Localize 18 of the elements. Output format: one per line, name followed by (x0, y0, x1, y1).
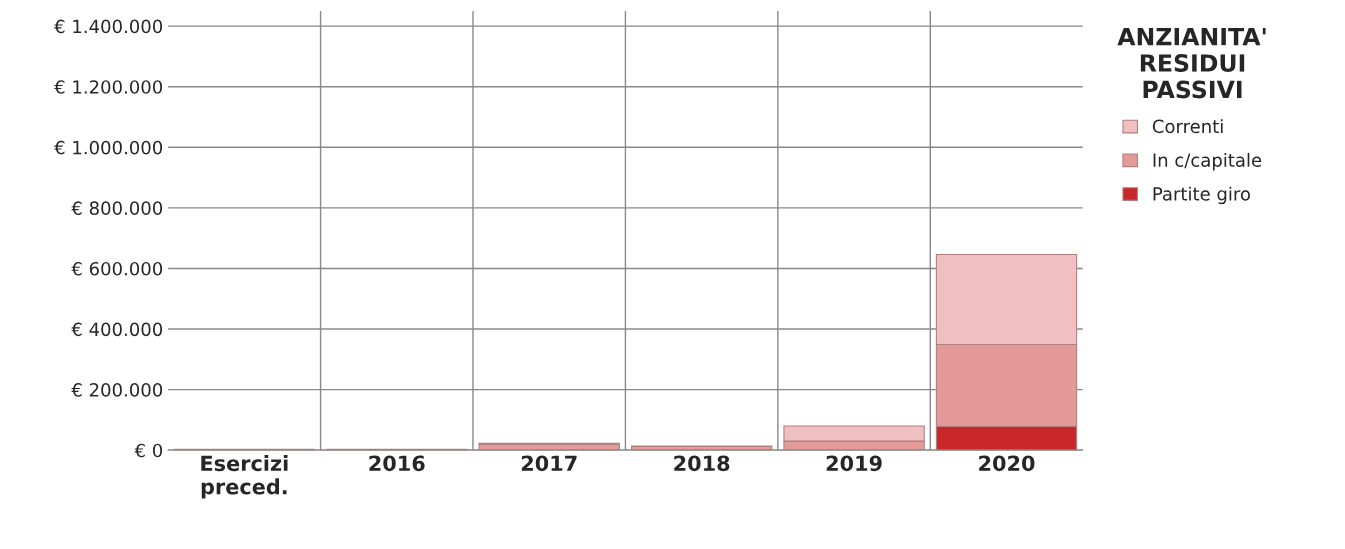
y-tick-label: € 1.200.000 (54, 80, 163, 94)
y-tick-label: € 1.000.000 (54, 140, 163, 155)
legend-label: Correnti (1152, 119, 1223, 134)
x-tick-label: Esercizi preced. (201, 455, 288, 499)
x-tick-label: 2018 (674, 455, 730, 472)
legend-title: ANZIANITA' RESIDUI PASSIVI (1117, 27, 1266, 99)
x-tick-label: 2019 (826, 455, 882, 472)
x-tick-label: 2020 (979, 455, 1035, 472)
x-tick-label: 2016 (369, 455, 425, 472)
y-tick-label: € 400.000 (71, 322, 163, 337)
y-tick-label: € 1.400.000 (54, 19, 163, 34)
y-tick-label: € 0 (134, 443, 163, 458)
legend-label: In c/capitale (1153, 152, 1262, 171)
x-tick-label: 2017 (521, 455, 577, 472)
y-tick-label: € 600.000 (71, 261, 163, 276)
legend-label: Partite giro (1153, 186, 1250, 205)
y-tick-label: € 800.000 (71, 201, 163, 215)
y-tick-label: € 200.000 (71, 383, 163, 397)
